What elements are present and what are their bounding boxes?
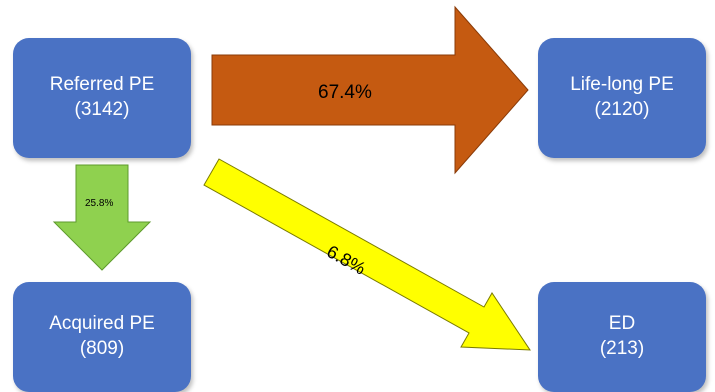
node-lifelong-pe: Life-long PE (2120) (538, 38, 706, 158)
node-referred-pe-count: (3142) (74, 99, 130, 120)
flow-label-acquired: 25.8% (85, 198, 114, 209)
node-acquired-pe-name: Acquired PE (49, 313, 155, 335)
node-referred-pe-name: Referred PE (49, 74, 155, 96)
node-acquired-pe-count: (809) (79, 338, 125, 359)
flow-label-lifelong: 67.4% (318, 82, 372, 103)
arrow-to-acquired (52, 164, 152, 271)
node-ed-name: ED (608, 313, 636, 335)
arrow-to-lifelong (211, 5, 529, 175)
node-ed: ED (213) (538, 282, 706, 392)
node-acquired-pe: Acquired PE (809) (13, 282, 191, 392)
node-referred-pe: Referred PE (3142) (13, 38, 191, 158)
arrow-to-ed (203, 158, 531, 351)
node-ed-count: (213) (599, 338, 645, 359)
node-lifelong-pe-count: (2120) (594, 99, 650, 120)
node-lifelong-pe-name: Life-long PE (570, 74, 674, 96)
